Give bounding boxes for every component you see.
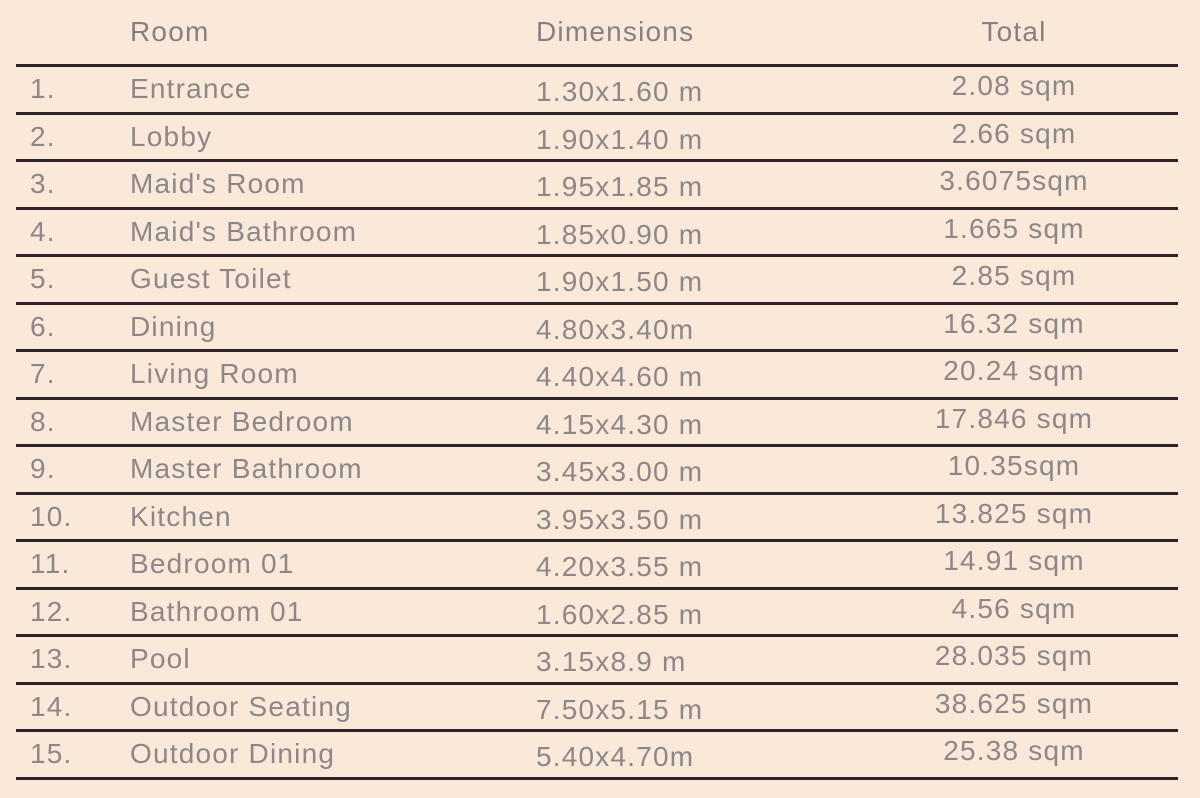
table-row: 2. Lobby 1.90x1.40 m 2.66 sqm: [16, 115, 1178, 162]
room-total: 17.846 sqm: [934, 402, 1094, 434]
row-number: 12.: [30, 595, 73, 627]
room-name: Kitchen: [130, 500, 232, 532]
header-room: Room: [130, 16, 210, 47]
room-total: 4.56 sqm: [951, 592, 1077, 624]
table-row: 11. Bedroom 01 4.20x3.55 m 14.91 sqm: [16, 542, 1178, 590]
row-number: 11.: [30, 548, 71, 580]
table-row: 13. Pool 3.15x8.9 m 28.035 sqm: [16, 637, 1178, 685]
room-name: Outdoor Dining: [130, 738, 336, 770]
row-number: 9.: [30, 453, 56, 485]
room-dimensions: 4.80x3.40m: [536, 313, 695, 345]
room-name: Lobby: [130, 120, 213, 152]
row-number: 2.: [30, 120, 56, 152]
room-name: Living Room: [130, 358, 299, 390]
table-row: 5. Guest Toilet 1.90x1.50 m 2.85 sqm: [16, 257, 1178, 305]
room-total: 20.24 sqm: [943, 355, 1085, 387]
room-name: Outdoor Seating: [130, 690, 352, 722]
row-number: 13.: [30, 643, 73, 675]
row-number: 6.: [30, 310, 56, 342]
room-name: Master Bedroom: [130, 405, 354, 437]
row-number: 8.: [30, 405, 56, 437]
room-dimensions: 3.15x8.9 m: [536, 646, 687, 678]
room-name: Maid's Room: [130, 168, 306, 200]
row-number: 1.: [30, 73, 56, 105]
room-total: 2.66 sqm: [951, 117, 1077, 149]
table-row: 15. Outdoor Dining 5.40x4.70m 25.38 sqm: [16, 732, 1178, 780]
room-total: 13.825 sqm: [934, 497, 1094, 529]
room-dimensions: 3.45x3.00 m: [536, 456, 704, 488]
room-total: 38.625 sqm: [934, 687, 1094, 719]
header-dimensions: Dimensions: [536, 16, 695, 47]
room-dimensions: 1.95x1.85 m: [536, 171, 704, 203]
room-dimensions: 1.60x2.85 m: [536, 598, 704, 630]
room-dimensions: 1.30x1.60 m: [536, 76, 704, 108]
room-total: 16.32 sqm: [943, 307, 1085, 339]
table-row: 8. Master Bedroom 4.15x4.30 m 17.846 sqm: [16, 400, 1178, 447]
room-name: Dining: [130, 310, 217, 342]
room-dimensions: 7.50x5.15 m: [536, 693, 704, 725]
room-dimensions: 1.85x0.90 m: [536, 218, 704, 250]
room-name: Master Bathroom: [130, 453, 363, 485]
room-dimensions-table: Room Dimensions Total 1. Entrance 1.30x1…: [16, 0, 1178, 780]
room-dimensions: 4.20x3.55 m: [536, 551, 704, 583]
table-row: 7. Living Room 4.40x4.60 m 20.24 sqm: [16, 352, 1178, 400]
room-name: Pool: [130, 643, 191, 675]
table-row: 12. Bathroom 01 1.60x2.85 m 4.56 sqm: [16, 590, 1178, 637]
row-number: 3.: [30, 168, 56, 200]
table-row: 6. Dining 4.80x3.40m 16.32 sqm: [16, 305, 1178, 352]
room-name: Entrance: [130, 73, 252, 105]
room-dimensions: 3.95x3.50 m: [536, 503, 704, 535]
row-number: 7.: [30, 358, 56, 390]
room-dimensions: 1.90x1.50 m: [536, 266, 704, 298]
table-row: 4. Maid's Bathroom 1.85x0.90 m 1.665 sqm: [16, 210, 1178, 257]
row-number: 5.: [30, 263, 56, 295]
room-total: 2.08 sqm: [951, 70, 1077, 102]
room-dimensions: 1.90x1.40 m: [536, 123, 704, 155]
table-row: 14. Outdoor Seating 7.50x5.15 m 38.625 s…: [16, 685, 1178, 732]
row-number: 4.: [30, 215, 56, 247]
room-total: 3.6075sqm: [939, 165, 1089, 197]
row-number: 14.: [30, 690, 73, 722]
table-row: 3. Maid's Room 1.95x1.85 m 3.6075sqm: [16, 162, 1178, 210]
row-number: 10.: [30, 500, 73, 532]
room-total: 1.665 sqm: [943, 212, 1085, 244]
table-body: 1. Entrance 1.30x1.60 m 2.08 sqm 2. Lobb…: [16, 67, 1178, 780]
table-header-row: Room Dimensions Total: [16, 0, 1178, 67]
table-row: 9. Master Bathroom 3.45x3.00 m 10.35sqm: [16, 447, 1178, 495]
room-total: 28.035 sqm: [934, 640, 1094, 672]
table-row: 1. Entrance 1.30x1.60 m 2.08 sqm: [16, 67, 1178, 115]
room-name: Bathroom 01: [130, 595, 304, 627]
room-dimensions: 5.40x4.70m: [536, 741, 695, 773]
room-name: Maid's Bathroom: [130, 215, 358, 247]
room-dimensions: 4.15x4.30 m: [536, 408, 704, 440]
room-total: 25.38 sqm: [943, 735, 1085, 767]
room-total: 2.85 sqm: [951, 260, 1077, 292]
room-name: Guest Toilet: [130, 263, 292, 295]
room-total: 14.91 sqm: [943, 545, 1085, 577]
room-dimensions: 4.40x4.60 m: [536, 361, 704, 393]
table-row: 10. Kitchen 3.95x3.50 m 13.825 sqm: [16, 495, 1178, 542]
header-total: Total: [981, 16, 1047, 47]
room-total: 10.35sqm: [947, 450, 1081, 482]
row-number: 15.: [30, 738, 73, 770]
room-name: Bedroom 01: [130, 548, 295, 580]
